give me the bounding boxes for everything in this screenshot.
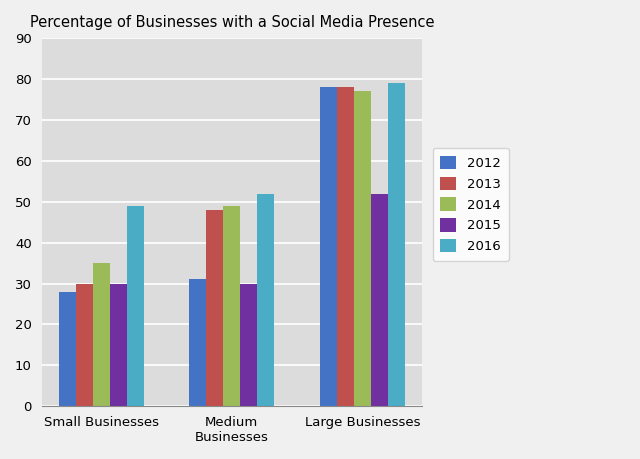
Bar — [189, 280, 207, 406]
Bar — [320, 87, 337, 406]
Bar — [241, 284, 257, 406]
Title: Percentage of Businesses with a Social Media Presence: Percentage of Businesses with a Social M… — [29, 15, 434, 30]
Bar — [207, 210, 223, 406]
Bar — [388, 83, 405, 406]
Bar — [76, 284, 93, 406]
Bar — [223, 206, 241, 406]
Legend: 2012, 2013, 2014, 2015, 2016: 2012, 2013, 2014, 2015, 2016 — [433, 148, 509, 261]
Bar — [59, 292, 76, 406]
Bar — [337, 87, 354, 406]
Bar — [257, 194, 275, 406]
Bar — [127, 206, 144, 406]
Bar — [110, 284, 127, 406]
Bar — [93, 263, 110, 406]
Bar — [371, 194, 388, 406]
Bar — [354, 91, 371, 406]
